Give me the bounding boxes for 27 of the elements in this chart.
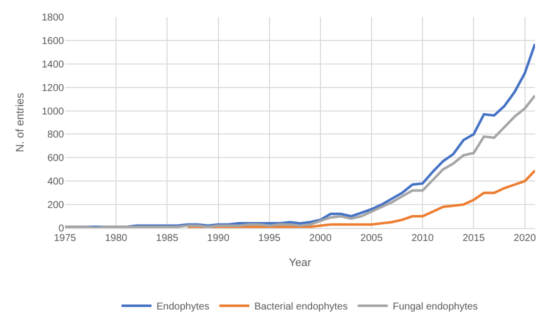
x-tick-label: 1995	[258, 233, 281, 244]
x-tick-label: 2005	[360, 233, 384, 244]
legend-label: Bacterial endophytes	[254, 302, 348, 313]
x-tick-label: 2000	[309, 233, 332, 244]
y-tick-label: 1400	[42, 59, 64, 70]
y-tick-label: 200	[47, 200, 64, 212]
y-tick-label: 1600	[42, 36, 64, 47]
y-tick-label: 1800	[42, 12, 64, 24]
x-tick-label: 1985	[156, 233, 179, 244]
x-axis-title: Year	[288, 257, 312, 270]
y-tick-label: 400	[47, 176, 64, 188]
y-tick-label: 600	[47, 153, 64, 164]
y-axis-title: N. of entries	[14, 92, 26, 152]
y-tick-label: 0	[58, 224, 64, 234]
x-tick-label: 1975	[54, 233, 77, 244]
legend-label: Endophytes	[156, 302, 210, 313]
line-series	[65, 94, 535, 228]
y-tick-label: 800	[47, 130, 64, 141]
x-tick-label: 1980	[104, 233, 128, 244]
y-tick-label: 1000	[42, 106, 64, 118]
legend-label: Fungal endophytes	[392, 302, 478, 313]
line-series	[186, 169, 535, 228]
x-tick-label: 2020	[514, 233, 536, 244]
y-tick-label: 1200	[42, 82, 64, 94]
x-tick-label: 2015	[462, 233, 486, 244]
x-tick-label: 1990	[207, 233, 230, 244]
x-tick-label: 2010	[411, 233, 434, 244]
